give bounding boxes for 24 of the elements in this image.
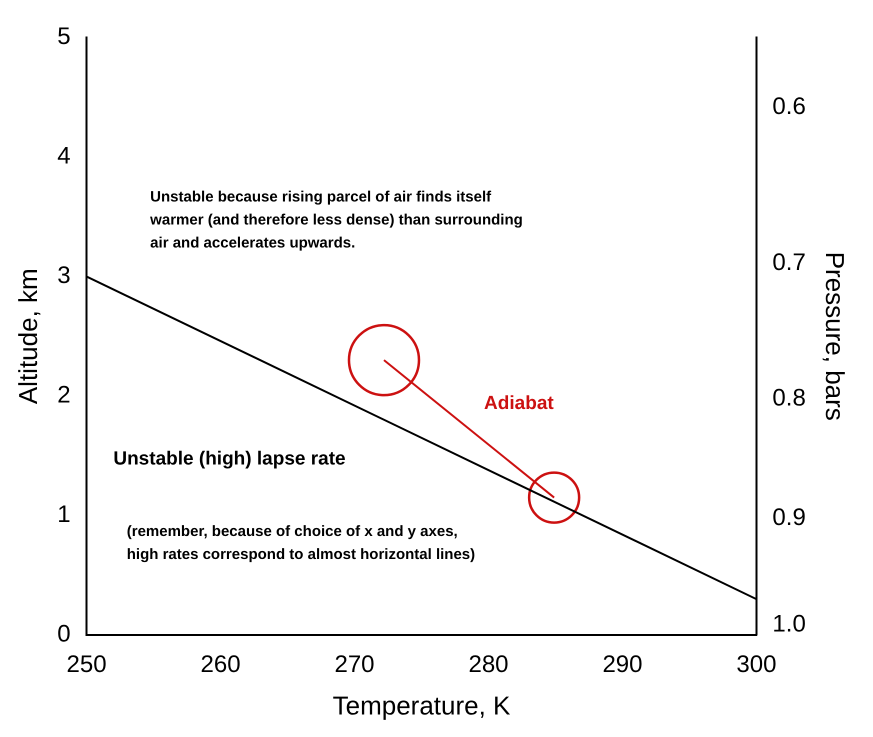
y-axis-title: Altitude, km [12, 268, 43, 404]
y-tick-label: 2 [57, 382, 71, 409]
x-tick-label: 280 [468, 651, 509, 678]
y-tick-label: 3 [57, 262, 71, 290]
x-tick-label: 290 [602, 651, 642, 678]
y-tick-label: 5 [57, 23, 71, 50]
y-tick-label: 1 [57, 501, 71, 528]
x-tick-label: 270 [334, 651, 375, 678]
y2-tick-label: 0.8 [772, 384, 806, 412]
series-label: Adiabat [484, 393, 554, 414]
y2-tick-label: 0.9 [772, 504, 806, 531]
x-tick-label: 260 [200, 651, 241, 678]
y-tick-label: 0 [57, 620, 71, 648]
y2-tick-label: 1.0 [772, 610, 806, 638]
x-axis-title: Temperature, K [332, 690, 512, 721]
y2-axis-title: Pressure, bars [820, 252, 850, 421]
y2-tick-label: 0.6 [772, 93, 806, 120]
x-tick-label: 250 [66, 651, 107, 678]
annotation: (remember, because of choice of x and y axes, high rates correspond to almost horizontal lines) [126, 523, 476, 564]
x-tick-label: 300 [736, 651, 776, 678]
annotation: Unstable (high) lapse rate [113, 448, 346, 470]
y-tick-label: 4 [57, 142, 71, 170]
annotation: Unstable because rising parcel of air finds itself warmer (and therefore less dense) than surrounding air and accelerates upwards. [149, 188, 523, 252]
y2-tick-label: 0.7 [772, 249, 806, 276]
